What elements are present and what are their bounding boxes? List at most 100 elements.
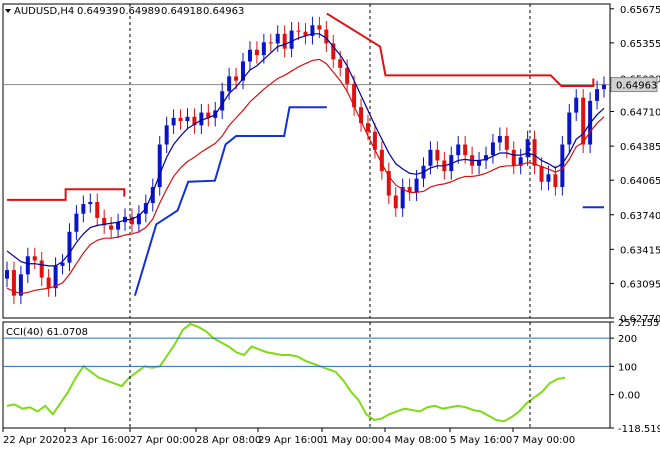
time-axis: 22 Apr 2020 23 Apr 16:00 27 Apr 00:00 28 Ap… — [2, 428, 575, 446]
price-tick-label: 0.64065 — [620, 176, 660, 187]
bear-candle — [359, 107, 364, 124]
candles — [5, 16, 606, 305]
bear-candle — [39, 260, 44, 278]
bear-candle — [254, 49, 259, 56]
bear-candle — [282, 33, 287, 49]
ohlc-high: 0.64989 — [119, 6, 160, 17]
time-tick-label: 29 Apr 16:00 — [258, 435, 323, 446]
bull-candle — [275, 33, 280, 44]
time-tick-label: 5 May 16:00 — [450, 435, 512, 446]
bull-candle — [157, 144, 162, 188]
price-tick-label: 0.64710 — [620, 108, 660, 119]
bear-candle — [379, 149, 384, 172]
bear-candle — [206, 112, 211, 118]
bear-candle — [338, 59, 343, 68]
bull-candle — [567, 112, 572, 145]
ohlc-open: 0.64939 — [77, 6, 118, 17]
cci-tick-label: 257.1558 — [618, 318, 660, 329]
slow-ma-line — [6, 58, 605, 295]
bull-candle — [247, 49, 252, 62]
cci-tick-label: 0.00 — [618, 391, 640, 402]
bull-candle — [414, 178, 419, 193]
bull-candle — [74, 213, 79, 232]
time-tick-label: 23 Apr 16:00 — [65, 435, 130, 446]
bear-candle — [393, 195, 398, 209]
bull-candle — [227, 76, 232, 92]
cci-tick-label: 100 — [618, 362, 637, 373]
time-tick-label: 22 Apr 2020 — [3, 435, 65, 446]
bull-candle — [88, 201, 93, 205]
bull-candle — [81, 204, 86, 214]
bull-candle — [310, 25, 315, 36]
bull-candle — [560, 144, 565, 188]
stop-line — [133, 106, 327, 296]
bull-candle — [60, 262, 65, 266]
ohlc-close: 0.64963 — [203, 6, 244, 17]
bull-candle — [53, 265, 58, 289]
bull-candle — [164, 125, 169, 145]
ohlc-low: 0.64918 — [161, 6, 202, 17]
bull-candle — [5, 270, 9, 279]
price-tick-label: 0.63740 — [620, 211, 660, 222]
bull-candle — [490, 142, 495, 156]
bear-candle — [539, 165, 544, 182]
bear-candle — [303, 31, 308, 36]
bull-candle — [116, 222, 121, 230]
price-panel[interactable] — [2, 3, 611, 319]
bear-candle — [553, 174, 558, 188]
bear-candle — [46, 277, 51, 289]
time-tick-label: 28 Apr 08:00 — [196, 435, 261, 446]
bear-candle — [32, 256, 37, 261]
bear-candle — [532, 139, 537, 166]
bull-candle — [602, 84, 606, 90]
stop-line — [7, 188, 126, 201]
price-panel-border — [2, 3, 611, 319]
indicator-lines — [6, 12, 605, 423]
bull-candle — [25, 256, 30, 275]
fast-ma-line — [6, 33, 605, 267]
bull-candle — [18, 274, 23, 296]
down-triangle-icon[interactable] — [5, 9, 11, 13]
bull-candle — [456, 144, 461, 156]
bear-candle — [352, 83, 357, 108]
current-price-tag — [610, 77, 658, 93]
bull-candle — [546, 174, 551, 182]
cci-panel[interactable] — [2, 321, 611, 429]
bull-candle — [171, 117, 176, 126]
bear-candle — [463, 144, 468, 156]
bull-candle — [261, 42, 266, 56]
bear-candle — [386, 171, 391, 196]
bull-candle — [574, 97, 579, 113]
bull-candle — [525, 139, 530, 158]
price-tick-label: 0.63095 — [620, 279, 660, 290]
cci-label: CCI(40) 61.0708 — [6, 327, 88, 338]
bear-candle — [372, 131, 377, 150]
bear-candle — [11, 270, 16, 296]
bear-candle — [504, 135, 509, 150]
time-tick-label: 7 May 00:00 — [513, 435, 575, 446]
stop-line — [326, 12, 595, 87]
bear-candle — [435, 149, 440, 161]
bull-candle — [595, 89, 600, 101]
bear-candle — [129, 216, 134, 225]
bull-candle — [136, 213, 141, 225]
bear-candle — [331, 43, 336, 60]
bear-candle — [234, 76, 239, 81]
bear-candle — [511, 149, 516, 166]
bull-candle — [220, 91, 225, 111]
price-tick-label: 0.65675 — [620, 5, 660, 16]
time-tick-label: 27 Apr 00:00 — [130, 435, 195, 446]
current-price-label: 0.64963 — [616, 81, 657, 92]
bear-candle — [192, 116, 197, 126]
symbol-label: AUDUSD,H4 — [14, 6, 74, 17]
price-tick-label: 0.62770 — [620, 314, 660, 325]
cci-tick-label: -118.519 — [618, 424, 660, 435]
cci-tick-label: 200 — [618, 334, 637, 345]
cci-line — [6, 322, 566, 423]
bull-candle — [518, 157, 523, 166]
bull-candle — [241, 61, 246, 81]
bull-candle — [67, 231, 72, 263]
bear-candle — [581, 97, 586, 145]
